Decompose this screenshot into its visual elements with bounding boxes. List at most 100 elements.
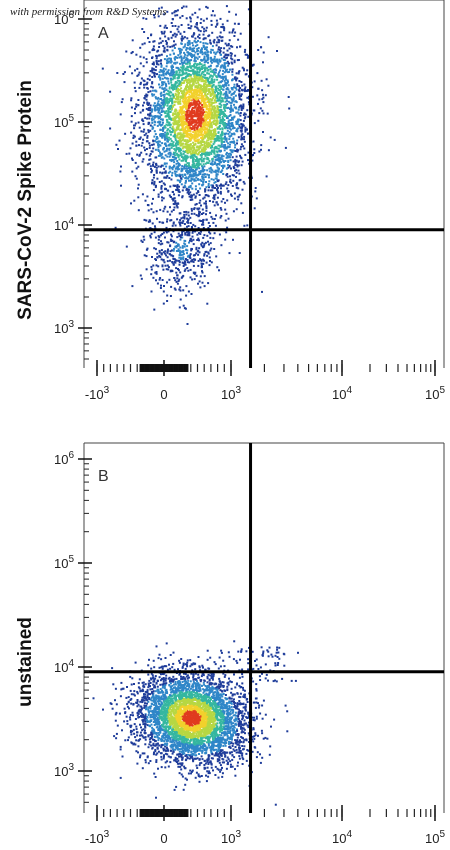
event-point (228, 127, 231, 130)
event-point (157, 150, 160, 152)
event-point (166, 220, 168, 223)
event-point (185, 213, 188, 216)
event-point (184, 177, 187, 180)
event-point (163, 136, 166, 139)
event-point (179, 246, 182, 249)
event-point (177, 174, 180, 177)
event-point (173, 164, 175, 167)
event-point (135, 103, 138, 106)
event-point (209, 146, 212, 149)
event-point (222, 123, 225, 126)
event-point (173, 158, 176, 161)
event-point (197, 215, 200, 218)
event-point (153, 93, 156, 96)
event-point (209, 236, 212, 239)
event-point (246, 69, 249, 72)
event-point (179, 238, 182, 241)
event-point (209, 84, 212, 87)
event-point (195, 192, 198, 195)
event-point (167, 82, 170, 85)
event-point (215, 75, 218, 78)
event-point (190, 177, 193, 180)
event-point (217, 81, 220, 84)
event-point (188, 99, 191, 101)
event-point (228, 115, 231, 117)
event-point (237, 198, 240, 201)
event-point (168, 86, 171, 89)
event-point (194, 45, 197, 48)
event-point (240, 81, 243, 83)
event-point (194, 77, 196, 80)
event-point (133, 135, 136, 138)
event-point (218, 84, 221, 87)
event-point (182, 220, 185, 223)
event-point (204, 74, 207, 76)
event-point (166, 251, 169, 254)
event-point (211, 75, 214, 78)
event-point (175, 280, 178, 283)
event-point (170, 104, 172, 107)
event-point (188, 93, 191, 96)
event-point (208, 243, 210, 246)
event-point (230, 61, 233, 64)
event-point (192, 174, 195, 177)
event-point (148, 154, 151, 157)
event-point (200, 93, 203, 96)
event-point (187, 225, 190, 228)
event-point (202, 227, 205, 229)
event-point (184, 181, 187, 184)
event-point (169, 53, 172, 56)
event-point (204, 131, 207, 134)
event-point (151, 93, 154, 96)
event-point (261, 98, 264, 101)
event-point (192, 119, 195, 121)
event-point (183, 173, 186, 176)
event-point (220, 171, 222, 174)
event-point (210, 92, 213, 95)
event-point (193, 133, 196, 136)
event-point (185, 113, 188, 116)
event-point (165, 65, 168, 68)
event-point (181, 246, 184, 249)
event-point (179, 95, 182, 98)
event-point (180, 142, 183, 145)
event-point (222, 88, 225, 91)
event-point (228, 10, 231, 13)
event-point (172, 166, 175, 169)
event-point (174, 82, 177, 85)
event-point (177, 232, 180, 235)
event-point (174, 100, 177, 103)
event-point (158, 54, 161, 57)
event-point (169, 126, 172, 129)
event-point (216, 180, 219, 183)
event-point (198, 37, 201, 40)
event-point (206, 135, 208, 138)
event-point (228, 91, 231, 94)
event-point (212, 133, 215, 136)
event-point (155, 171, 158, 174)
event-point (233, 167, 236, 169)
event-point (170, 60, 173, 63)
x-tick-label: 104 (332, 385, 352, 402)
event-point (217, 144, 220, 147)
event-point (224, 65, 227, 68)
event-point (194, 100, 197, 103)
event-point (211, 169, 214, 172)
event-point (205, 29, 208, 32)
event-point (171, 93, 174, 96)
event-point (151, 169, 153, 172)
event-point (242, 67, 245, 70)
event-point (182, 150, 185, 153)
event-point (187, 269, 190, 272)
event-point (208, 104, 211, 107)
event-point (180, 124, 183, 127)
event-point (219, 66, 222, 69)
event-point (235, 129, 238, 132)
event-point (184, 105, 186, 108)
event-point (203, 83, 205, 86)
event-point (141, 160, 144, 163)
event-point (187, 44, 189, 47)
event-point (218, 139, 221, 142)
event-point (211, 137, 214, 140)
event-point (150, 108, 153, 111)
